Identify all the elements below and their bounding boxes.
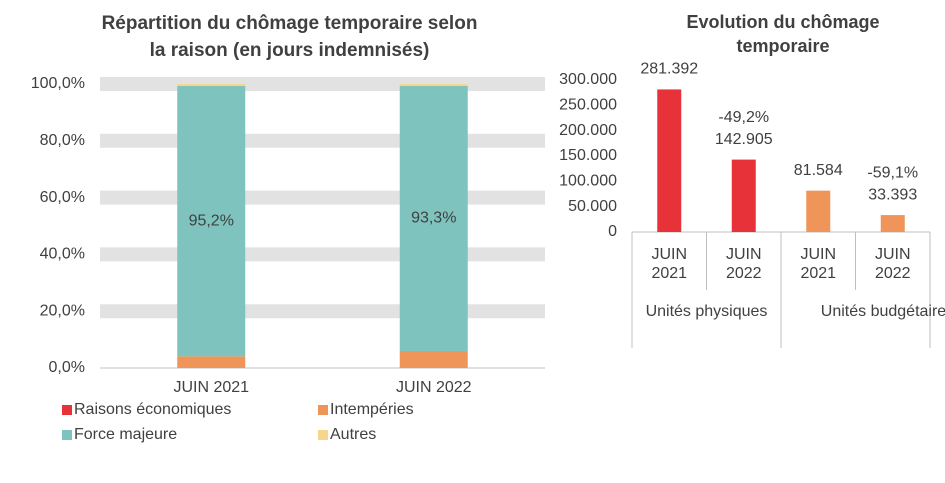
value-label: 81.584 [794, 162, 843, 179]
legend-label: Force majeure [74, 426, 177, 443]
legend-swatch [62, 430, 72, 440]
value-label: 142.905 [715, 131, 773, 148]
bar [731, 159, 756, 232]
legend-label: Intempéries [330, 401, 414, 418]
x-tick-label: JUIN 2022 [725, 246, 762, 282]
bar-segment [399, 85, 468, 351]
legend-swatch [318, 430, 328, 440]
bar-segment [399, 84, 468, 86]
x-tick-label: JUIN 2021 [173, 379, 249, 396]
y-tick-label: 20,0% [40, 302, 85, 319]
y-tick-label: 40,0% [40, 246, 85, 263]
y-tick-label: 80,0% [40, 132, 85, 149]
legend-swatch [62, 405, 72, 415]
value-label: 281.392 [640, 61, 698, 78]
chart-title: Répartition du chômage temporaire selon … [101, 13, 478, 61]
x-tick-label: JUIN 2022 [396, 379, 472, 396]
x-tick-label: JUIN 2022 [874, 246, 911, 282]
bar-segment [177, 84, 246, 86]
y-tick-label: 200.000 [559, 122, 617, 139]
y-tick-label: 0,0% [49, 359, 85, 376]
chart-title: Evolution du chômage temporaire [686, 12, 880, 56]
bar-segment [177, 356, 246, 368]
y-tick-label: 300.000 [559, 71, 617, 88]
y-tick-label: 150.000 [559, 147, 617, 164]
y-tick-label: 100,0% [31, 75, 85, 92]
bar [657, 89, 682, 232]
legend-label: Autres [330, 426, 376, 443]
annotation: -49,2% [718, 109, 769, 126]
value-label: 95,2% [189, 212, 234, 229]
group-label: Unités physiques [645, 303, 768, 320]
x-tick-label: JUIN 2021 [651, 246, 688, 282]
legend-swatch [318, 405, 328, 415]
value-label: 93,3% [411, 210, 456, 227]
legend-label: Raisons économiques [74, 401, 231, 418]
bar [806, 190, 831, 232]
y-tick-label: 60,0% [40, 189, 85, 206]
x-tick-label: JUIN 2021 [800, 246, 837, 282]
y-tick-label: 100.000 [559, 173, 617, 190]
bar-segment [399, 350, 468, 368]
y-tick-label: 0 [608, 223, 617, 240]
y-tick-label: 50.000 [568, 198, 617, 215]
bar-segment [177, 85, 246, 357]
bar [880, 215, 905, 232]
value-label: 33.393 [868, 186, 917, 203]
y-tick-label: 250.000 [559, 97, 617, 114]
group-label: Unités budgétaires [820, 303, 945, 320]
annotation: -59,1% [867, 164, 918, 181]
